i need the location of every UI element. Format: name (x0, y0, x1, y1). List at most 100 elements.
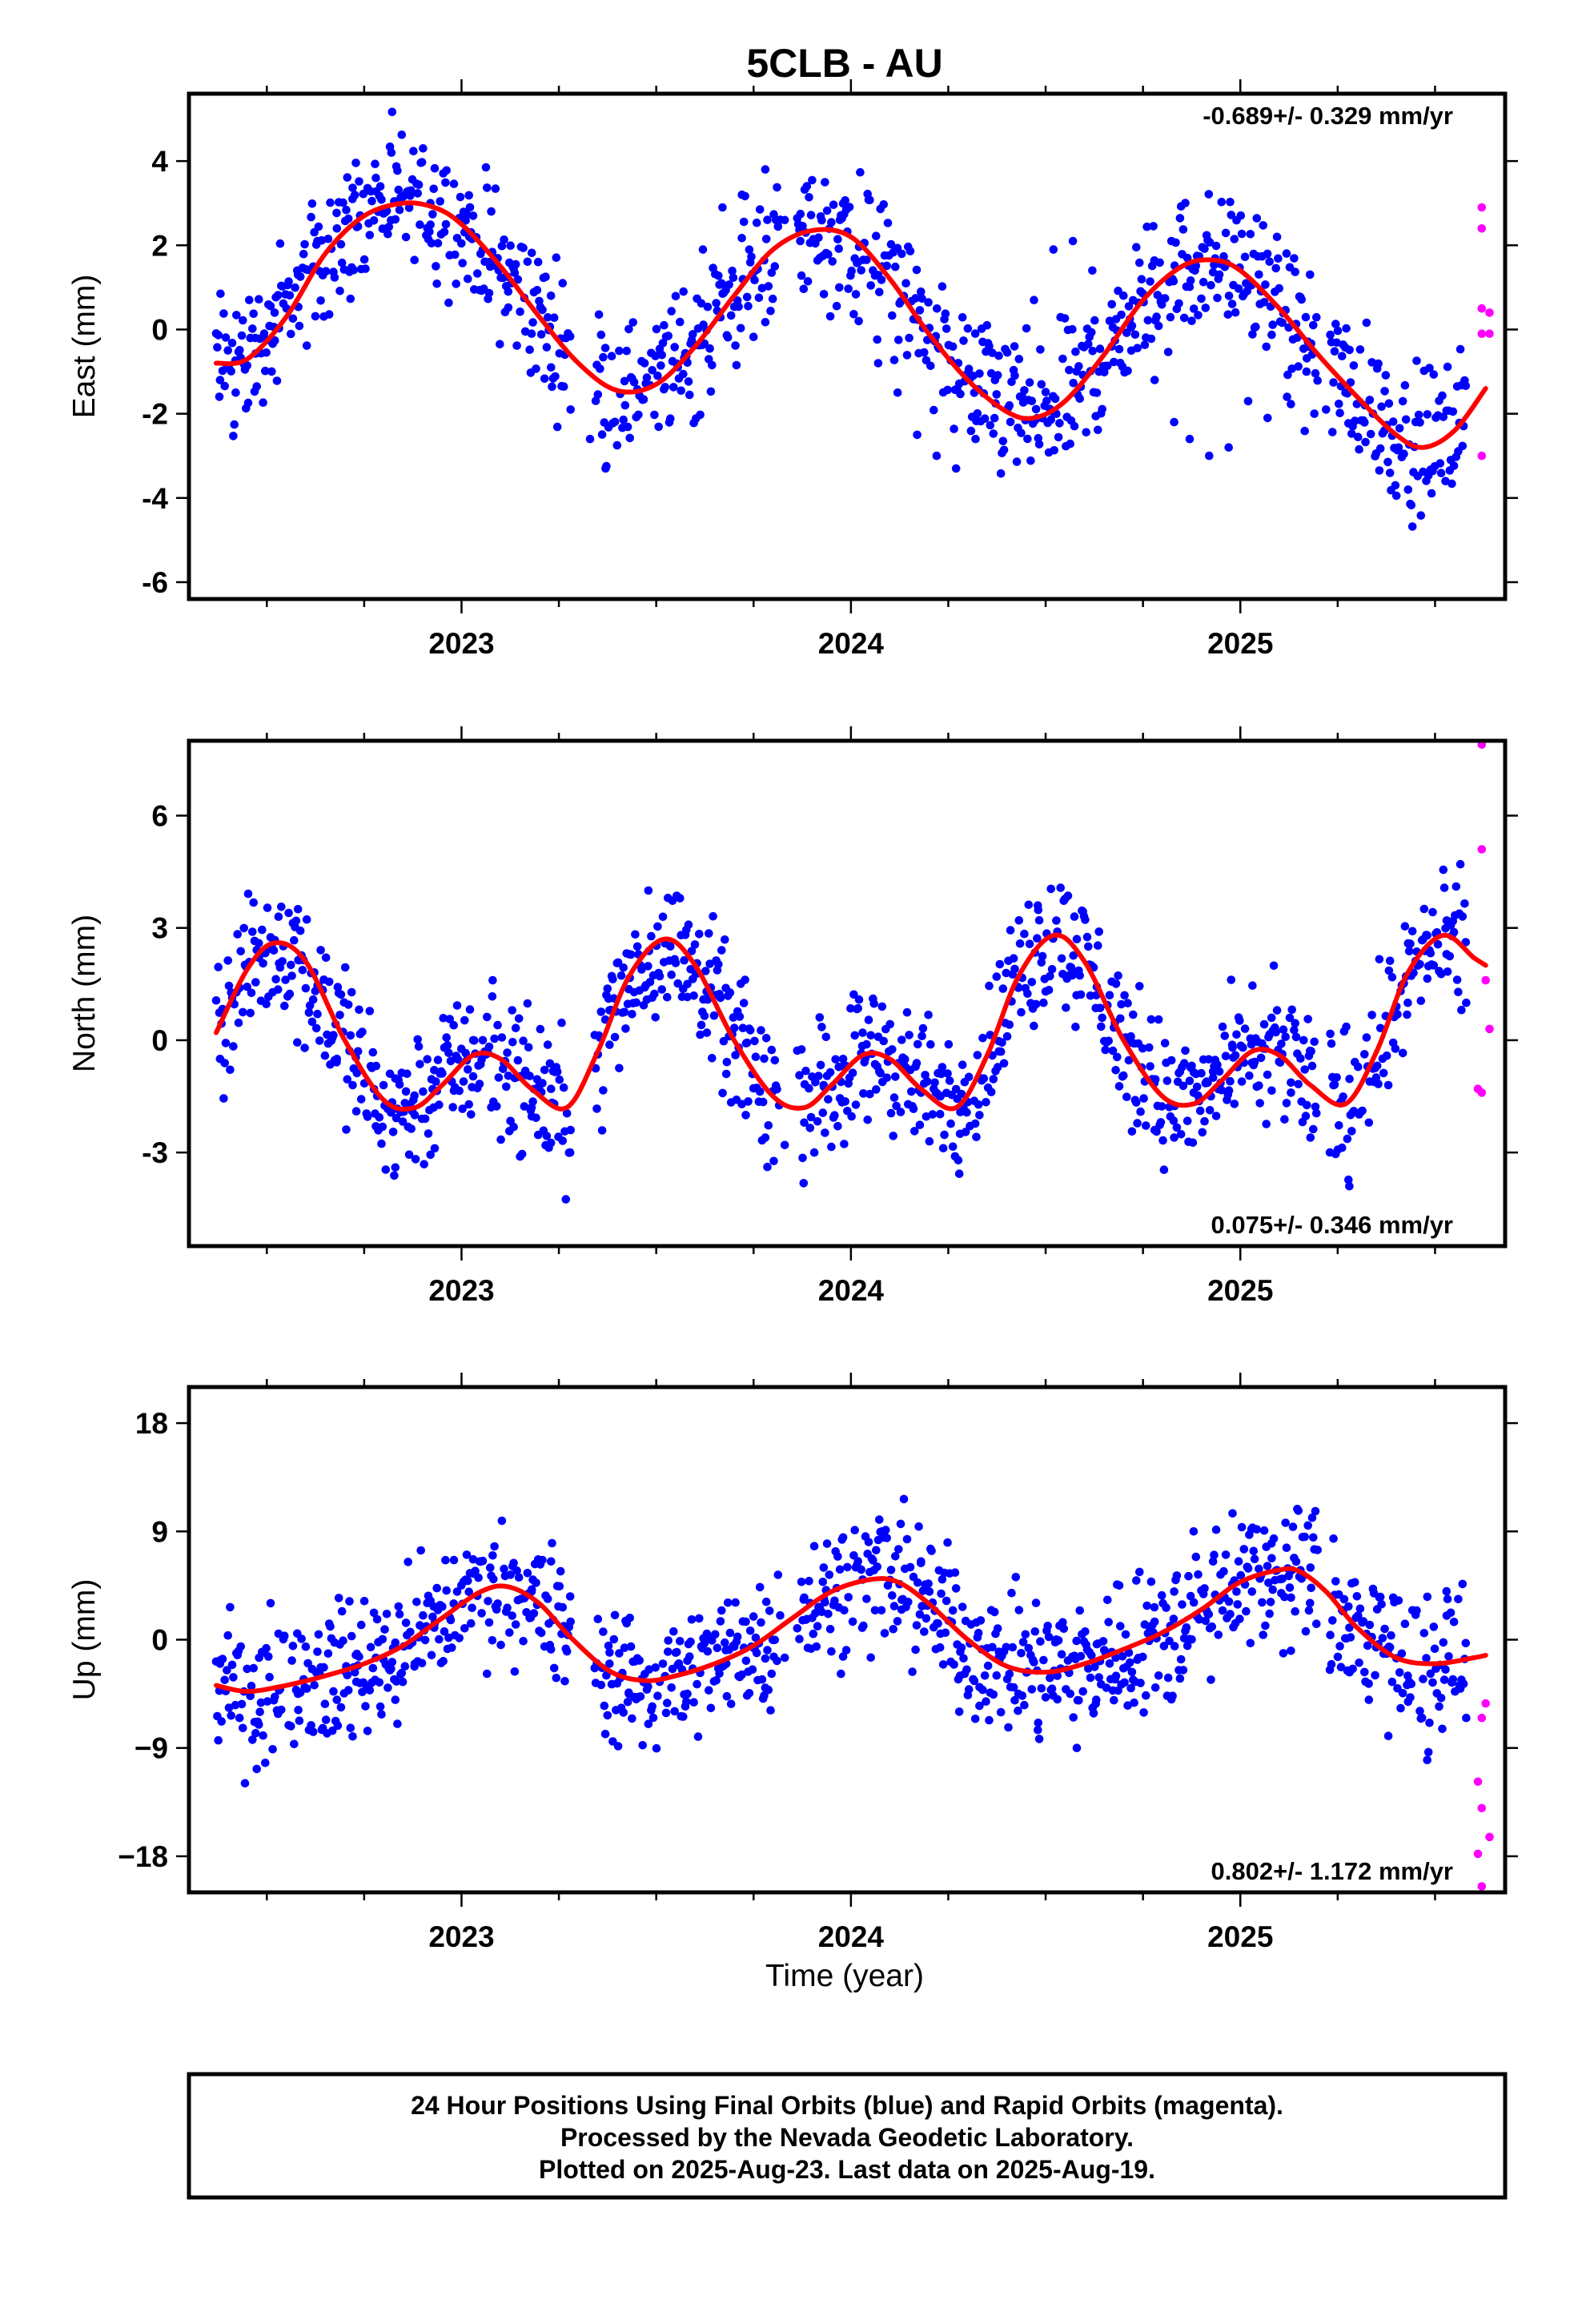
final-point (1187, 1061, 1196, 1071)
final-point (517, 1149, 527, 1159)
final-point (834, 244, 843, 253)
model-fit-line (214, 932, 1488, 1112)
final-point (266, 1598, 275, 1608)
final-point (413, 1035, 422, 1044)
final-point (742, 292, 752, 302)
final-point (251, 333, 260, 343)
final-point (798, 222, 807, 231)
final-point (796, 209, 805, 219)
final-point (1339, 1594, 1349, 1604)
final-point (464, 191, 473, 200)
final-point (1267, 1554, 1276, 1563)
final-point (937, 1069, 946, 1079)
final-point (1078, 1687, 1087, 1696)
final-point (1138, 1652, 1147, 1662)
final-point (726, 311, 736, 320)
final-point (1412, 356, 1421, 365)
final-point (336, 990, 346, 999)
final-point (708, 1054, 717, 1063)
final-point (1423, 410, 1432, 419)
final-point (1154, 1015, 1163, 1024)
final-point (1457, 1005, 1466, 1015)
final-point (284, 908, 293, 918)
final-point (1404, 947, 1414, 955)
final-point (1075, 394, 1084, 404)
final-point (300, 239, 309, 249)
final-point (271, 975, 280, 984)
final-point (755, 205, 765, 214)
final-point (410, 255, 419, 265)
final-point (464, 1100, 473, 1109)
velocity-rate-label: 0.802+/- 1.172 mm/yr (1211, 1857, 1453, 1885)
final-point (1076, 1651, 1086, 1661)
final-point (948, 1606, 958, 1615)
final-point (744, 302, 753, 311)
final-point (506, 1570, 515, 1579)
final-point (504, 303, 513, 312)
final-point (1272, 232, 1282, 242)
final-point (293, 1689, 303, 1699)
final-point (363, 1727, 372, 1735)
final-point (1201, 1616, 1211, 1626)
final-point (393, 166, 402, 175)
final-point (1367, 358, 1376, 367)
final-point (1306, 1598, 1315, 1608)
final-point (375, 182, 385, 191)
final-point (339, 1636, 347, 1645)
final-point (1084, 1664, 1093, 1673)
final-point (1398, 1689, 1407, 1698)
final-point (1303, 1015, 1312, 1023)
final-point (1261, 280, 1270, 289)
final-point (558, 1136, 568, 1145)
final-point (1345, 1181, 1354, 1191)
final-point (875, 287, 884, 297)
x-axis-label: Time (year) (765, 1959, 924, 1993)
final-point (951, 1584, 961, 1593)
final-point (989, 1690, 998, 1699)
final-point (1182, 1623, 1191, 1632)
final-point (1416, 511, 1426, 520)
final-point (395, 1080, 404, 1089)
final-point (1237, 229, 1247, 239)
final-point (1267, 1013, 1276, 1023)
final-point (1344, 1175, 1353, 1184)
final-point (562, 1647, 572, 1656)
final-point (1258, 1598, 1267, 1607)
final-point (504, 287, 513, 296)
final-point (321, 267, 331, 276)
final-point (651, 352, 660, 360)
final-point (600, 1701, 609, 1711)
final-point (1306, 1563, 1315, 1572)
final-point (1237, 1522, 1247, 1532)
final-point (1371, 1073, 1381, 1082)
final-point (235, 1713, 244, 1723)
final-point (1074, 362, 1083, 371)
final-point (1031, 1598, 1041, 1607)
final-point (687, 1615, 697, 1624)
final-point (850, 1526, 859, 1534)
final-point (780, 1653, 789, 1663)
final-point (1170, 1587, 1178, 1596)
final-point (547, 363, 556, 372)
final-point (1230, 1100, 1239, 1108)
final-point (294, 1706, 303, 1715)
final-point (917, 287, 926, 296)
final-point (1282, 1099, 1291, 1108)
final-point (233, 930, 243, 939)
final-point (1105, 991, 1114, 999)
final-point (1129, 1010, 1138, 1019)
final-point (896, 1519, 905, 1529)
final-point (301, 983, 311, 993)
final-point (1111, 1066, 1120, 1075)
final-point (1307, 1513, 1317, 1522)
final-point (1426, 1669, 1435, 1679)
final-point (1282, 1543, 1291, 1552)
final-point (269, 946, 279, 955)
final-point (1082, 932, 1092, 942)
final-point (897, 1605, 906, 1614)
final-point (1262, 342, 1271, 352)
final-point (605, 1659, 614, 1668)
final-point (468, 211, 478, 220)
final-point (1344, 1602, 1353, 1611)
final-point (639, 395, 648, 404)
